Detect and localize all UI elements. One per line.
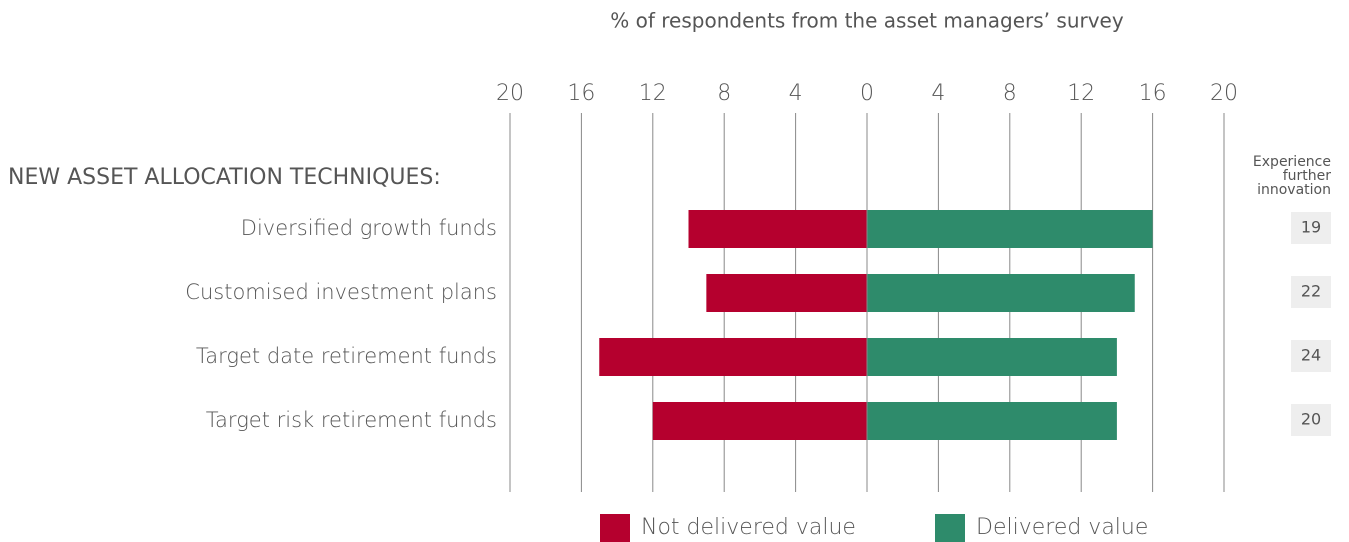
bar bbox=[706, 274, 867, 312]
legend-swatch bbox=[600, 514, 630, 542]
x-tick-label: 8 bbox=[717, 81, 731, 106]
x-tick-label: 16 bbox=[567, 81, 595, 106]
side-value: 20 bbox=[1301, 410, 1321, 429]
x-tick-label: 4 bbox=[931, 81, 945, 106]
y-tick-label: Customised investment plans bbox=[185, 280, 497, 304]
x-tick-label: 20 bbox=[1210, 81, 1238, 106]
y-tick-label: Diversified growth funds bbox=[241, 216, 497, 240]
bar bbox=[652, 402, 867, 440]
value-box bbox=[1291, 212, 1331, 244]
side-value: 24 bbox=[1301, 346, 1321, 365]
bar bbox=[867, 210, 1153, 248]
side-column-title: Experience bbox=[1253, 154, 1331, 170]
bar bbox=[867, 402, 1117, 440]
x-tick-label: 0 bbox=[860, 81, 874, 106]
x-tick-label: 8 bbox=[1003, 81, 1017, 106]
legend-label: Delivered value bbox=[976, 515, 1148, 540]
bar bbox=[867, 274, 1135, 312]
y-tick-label: Target risk retirement funds bbox=[206, 408, 497, 432]
x-tick-label: 4 bbox=[789, 81, 803, 106]
x-tick-label: 20 bbox=[496, 81, 524, 106]
x-tick-label: 12 bbox=[1067, 81, 1095, 106]
bar bbox=[867, 338, 1117, 376]
bar bbox=[599, 338, 867, 376]
side-value: 22 bbox=[1301, 282, 1321, 301]
chart-title: % of respondents from the asset managers… bbox=[610, 9, 1124, 33]
side-column-title: innovation bbox=[1257, 182, 1331, 198]
y-tick-label: Target date retirement funds bbox=[196, 344, 497, 368]
legend-swatch bbox=[935, 514, 965, 542]
value-box bbox=[1291, 276, 1331, 308]
x-tick-label: 16 bbox=[1139, 81, 1167, 106]
bar bbox=[688, 210, 867, 248]
value-box bbox=[1291, 340, 1331, 372]
x-tick-label: 12 bbox=[639, 81, 667, 106]
side-column-title: further bbox=[1283, 168, 1332, 184]
group-label: NEW ASSET ALLOCATION TECHNIQUES: bbox=[8, 165, 441, 190]
value-box bbox=[1291, 404, 1331, 436]
side-value: 19 bbox=[1301, 218, 1321, 237]
legend-label: Not delivered value bbox=[641, 515, 856, 540]
